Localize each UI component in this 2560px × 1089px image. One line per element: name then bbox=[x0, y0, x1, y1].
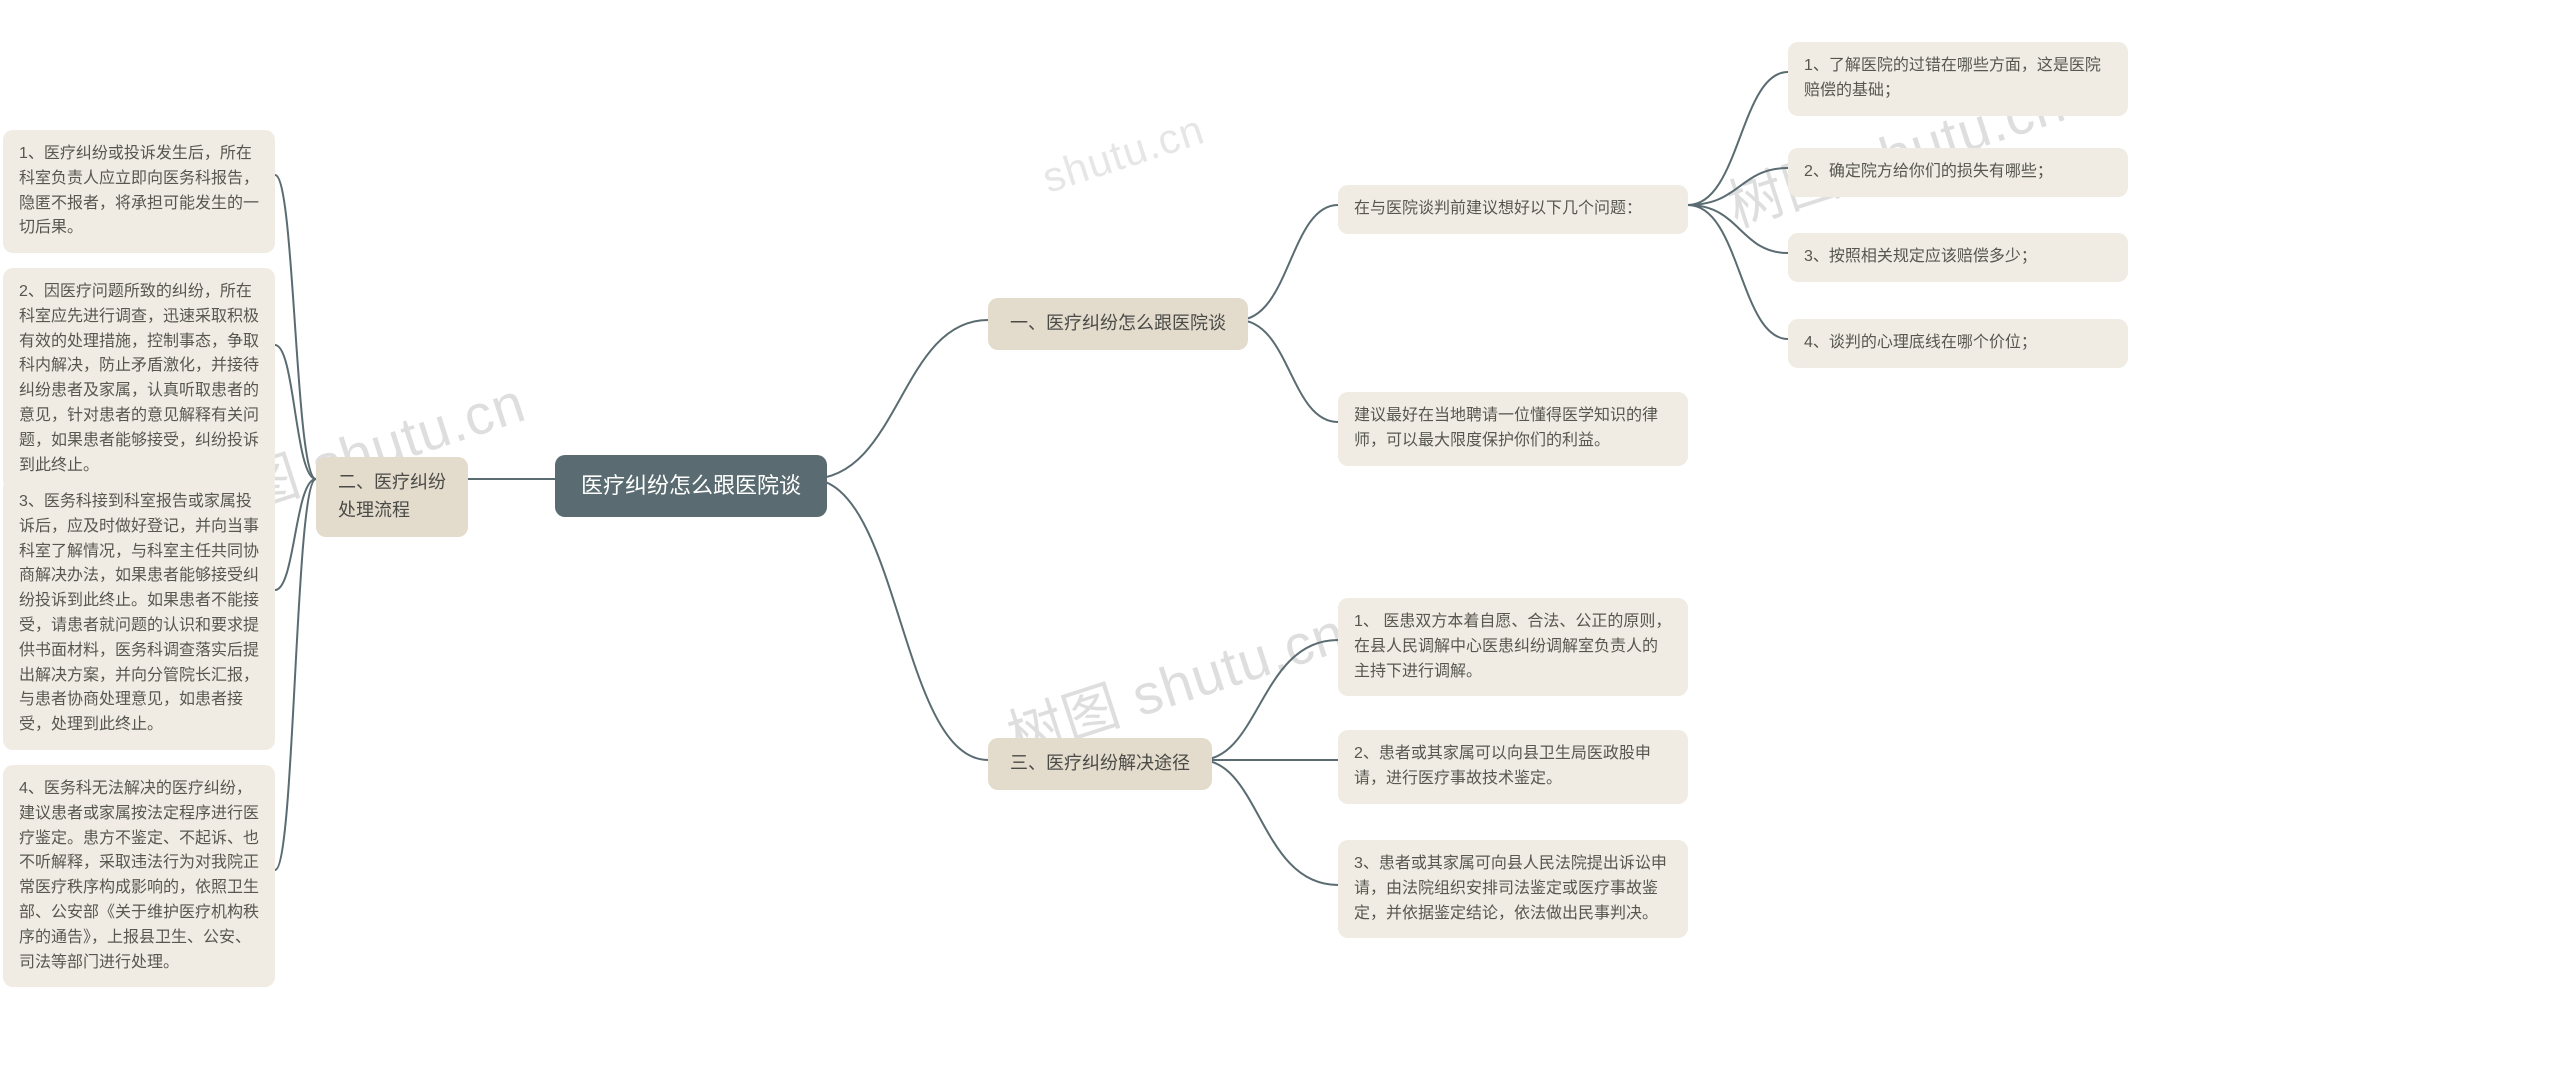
branch-1-sub1: 在与医院谈判前建议想好以下几个问题： bbox=[1338, 185, 1688, 234]
branch-1: 一、医疗纠纷怎么跟医院谈 bbox=[988, 298, 1248, 350]
branch-1-sub1-leaf1: 1、了解医院的过错在哪些方面，这是医院赔偿的基础； bbox=[1788, 42, 2128, 116]
branch-1-sub1-leaf3: 3、按照相关规定应该赔偿多少； bbox=[1788, 233, 2128, 282]
watermark: shutu.cn bbox=[1037, 105, 1210, 202]
branch-3: 三、医疗纠纷解决途径 bbox=[988, 738, 1212, 790]
branch-2: 二、医疗纠纷处理流程 bbox=[316, 457, 468, 537]
branch-3-leaf3: 3、患者或其家属可向县人民法院提出诉讼申请，由法院组织安排司法鉴定或医疗事故鉴定… bbox=[1338, 840, 1688, 938]
branch-2-leaf3: 3、医务科接到科室报告或家属投诉后，应及时做好登记，并向当事科室了解情况，与科室… bbox=[3, 478, 275, 750]
branch-2-leaf4: 4、医务科无法解决的医疗纠纷，建议患者或家属按法定程序进行医疗鉴定。患方不鉴定、… bbox=[3, 765, 275, 987]
branch-1-sub2: 建议最好在当地聘请一位懂得医学知识的律师，可以最大限度保护你们的利益。 bbox=[1338, 392, 1688, 466]
branch-1-sub1-leaf2: 2、确定院方给你们的损失有哪些； bbox=[1788, 148, 2128, 197]
root-node: 医疗纠纷怎么跟医院谈 bbox=[555, 455, 827, 517]
branch-2-leaf1: 1、医疗纠纷或投诉发生后，所在科室负责人应立即向医务科报告，隐匿不报者，将承担可… bbox=[3, 130, 275, 253]
branch-3-leaf2: 2、患者或其家属可以向县卫生局医政股申请，进行医疗事故技术鉴定。 bbox=[1338, 730, 1688, 804]
branch-3-leaf1: 1、 医患双方本着自愿、合法、公正的原则，在县人民调解中心医患纠纷调解室负责人的… bbox=[1338, 598, 1688, 696]
mindmap-edges bbox=[0, 0, 2560, 1089]
branch-1-sub1-leaf4: 4、谈判的心理底线在哪个价位； bbox=[1788, 319, 2128, 368]
branch-2-leaf2: 2、因医疗问题所致的纠纷，所在科室应先进行调查，迅速采取积极有效的处理措施，控制… bbox=[3, 268, 275, 490]
